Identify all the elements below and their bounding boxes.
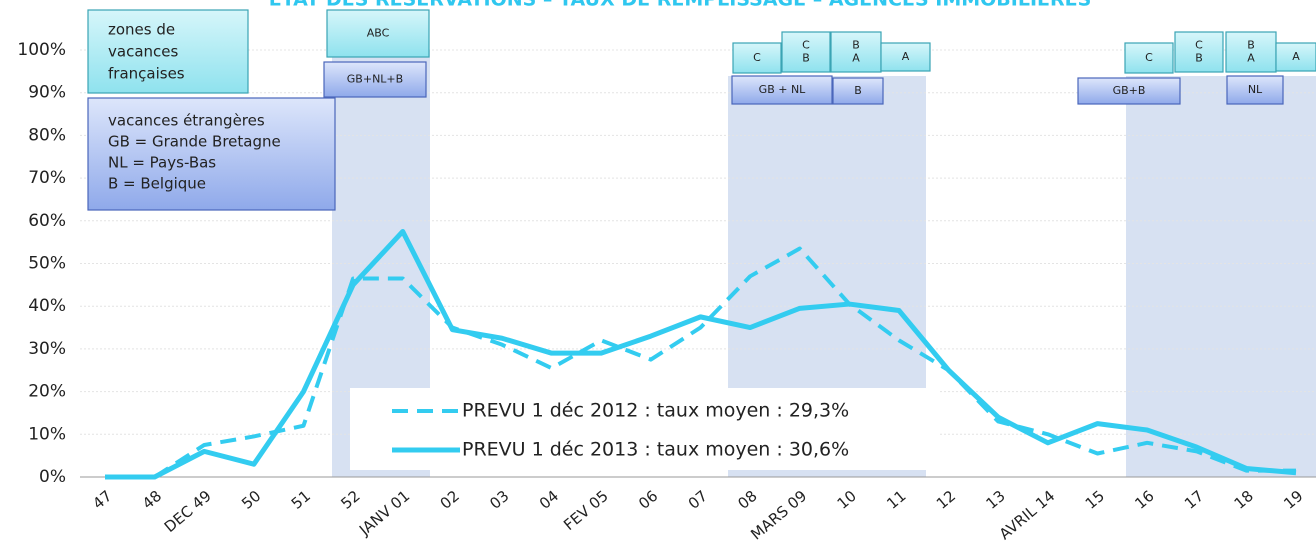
annotation-box: [732, 42, 782, 74]
legend-label: PREVU 1 déc 2013 : taux moyen : 30,6%: [462, 439, 849, 461]
x-tick-label: 17: [1181, 487, 1207, 513]
x-tick-label: 51: [288, 487, 314, 513]
annotation-text: B = Belgique: [108, 175, 206, 193]
tag-text: GB+NL+B: [347, 73, 403, 86]
x-tick-label: 18: [1231, 487, 1257, 513]
y-tick-label: 30%: [28, 339, 66, 359]
annotation-box: [1225, 31, 1277, 73]
x-tick-label: FEV 05: [560, 487, 612, 534]
annotation-box: [880, 42, 931, 72]
tag-text: B: [854, 84, 862, 97]
annotation-text: NL = Pays-Bas: [108, 154, 216, 172]
shade: [1126, 76, 1316, 477]
annotation-text: françaises: [108, 65, 185, 83]
x-tick-label: 03: [486, 487, 512, 513]
x-tick-label: 19: [1280, 487, 1306, 513]
x-tick-label: JANV 01: [355, 487, 413, 540]
y-tick-label: 60%: [28, 211, 66, 231]
tag-text: NL: [1248, 83, 1263, 96]
x-tick-label: 52: [337, 487, 363, 513]
x-tick-label: 15: [1082, 487, 1108, 513]
tag-text: A: [902, 50, 910, 63]
series-line: [105, 228, 1297, 480]
tag-text: C: [753, 51, 761, 64]
x-tick-label: MARS 09: [747, 487, 810, 544]
annotation-text: GB = Grande Bretagne: [108, 133, 281, 151]
x-tick-label: 16: [1131, 487, 1157, 513]
tag-text: A: [1247, 52, 1255, 65]
x-tick-label: 06: [635, 487, 661, 513]
annotation-box: [87, 97, 336, 211]
legend-label: PREVU 1 déc 2012 : taux moyen : 29,3%: [462, 400, 849, 422]
annotation-text: vacances étrangères: [108, 112, 265, 130]
tag-text: C: [802, 39, 810, 52]
series-line: [105, 246, 1296, 479]
x-tick-label: 11: [883, 487, 909, 513]
x-tick-label: 50: [238, 487, 264, 513]
annotation-box: [87, 9, 249, 94]
tag-text: C: [1145, 51, 1153, 64]
x-tick-label: 48: [139, 487, 165, 513]
annotation-box: [781, 31, 831, 73]
tag-text: A: [1292, 50, 1300, 63]
tag-text: GB + NL: [759, 83, 807, 96]
annotation-box: [832, 77, 884, 105]
x-tick-label: 13: [983, 487, 1009, 513]
y-tick-label: 20%: [28, 382, 66, 402]
annotation-text: zones de: [108, 21, 175, 39]
tag-text: B: [802, 52, 810, 65]
annotation-box: [1275, 42, 1316, 72]
annotation-box: [731, 75, 833, 105]
annotation-box: [1174, 31, 1224, 73]
tag-text: B: [852, 39, 860, 52]
legend-box: [350, 388, 940, 470]
tag-text: ABC: [367, 27, 390, 40]
x-tick-label: 04: [536, 487, 562, 513]
tag-text: B: [1195, 52, 1203, 65]
x-tick-label: 10: [834, 487, 860, 513]
x-tick-label: 47: [89, 487, 115, 513]
annotation-box: [326, 9, 430, 58]
x-tick-label: 02: [437, 487, 463, 513]
y-tick-label: 0%: [39, 467, 66, 487]
annotation-box: [323, 61, 427, 98]
annotation-box: [1077, 77, 1181, 105]
y-tick-label: 70%: [28, 168, 66, 188]
x-tick-label: DEC 49: [161, 487, 215, 536]
y-tick-label: 100%: [17, 40, 66, 60]
y-tick-label: 10%: [28, 424, 66, 444]
tag-text: GB+B: [1113, 84, 1146, 97]
tag-text: B: [1247, 39, 1255, 52]
x-tick-label: 07: [685, 487, 711, 513]
y-tick-label: 90%: [28, 83, 66, 103]
x-tick-label: 12: [933, 487, 959, 513]
tag-text: C: [1195, 39, 1203, 52]
chart-title: ETAT DES RESERVATIONS – TAUX DE REMPLISS…: [269, 0, 1092, 11]
y-tick-label: 50%: [28, 254, 66, 274]
y-tick-label: 80%: [28, 125, 66, 145]
annotation-box: [1226, 75, 1284, 105]
annotation-text: vacances: [108, 43, 178, 61]
annotation-box: [1124, 42, 1174, 74]
y-tick-label: 40%: [28, 296, 66, 316]
x-tick-label: AVRIL 14: [996, 487, 1059, 544]
annotation-box: [830, 31, 882, 73]
x-tick-label: 08: [734, 487, 760, 513]
tag-text: A: [852, 52, 860, 65]
